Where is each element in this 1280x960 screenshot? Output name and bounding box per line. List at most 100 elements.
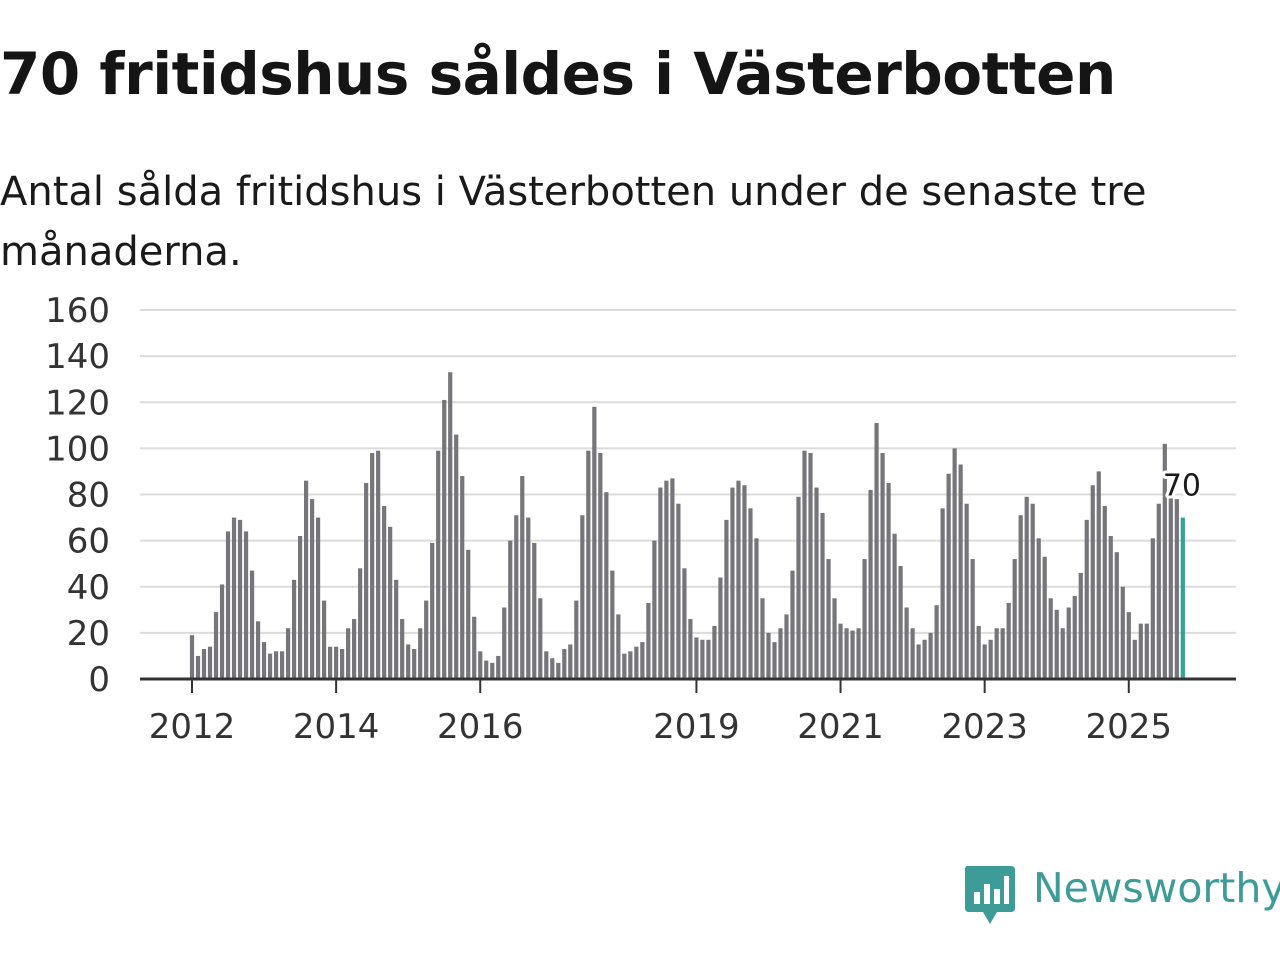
- y-tick-label: 0: [88, 660, 110, 700]
- y-axis-tick-labels: 0 20 40 60 80 100 120 140 160: [45, 291, 110, 700]
- bar: [826, 559, 831, 679]
- y-tick-label: 20: [67, 614, 110, 654]
- bar: [1096, 471, 1101, 679]
- bar: [526, 517, 531, 679]
- bar: [1084, 519, 1089, 679]
- bar: [1030, 503, 1035, 679]
- bar: [442, 399, 447, 679]
- bar: [273, 651, 279, 679]
- bar: [249, 570, 255, 679]
- bar: [646, 602, 651, 679]
- bar: [304, 480, 309, 679]
- bar: [1090, 485, 1095, 679]
- bar: [1174, 499, 1179, 679]
- chart-title: 70 fritidshus såldes i Västerbotten: [0, 40, 1116, 108]
- bar: [604, 492, 609, 679]
- bar: [634, 646, 639, 679]
- bar: [1048, 598, 1053, 679]
- bar: [346, 628, 351, 679]
- bar: [279, 651, 285, 679]
- gridlines: [140, 309, 1236, 634]
- bar: [1132, 639, 1137, 679]
- bar: [562, 649, 567, 679]
- annotations: 70: [1160, 466, 1204, 507]
- bar: [1144, 623, 1149, 679]
- bar: [237, 519, 243, 679]
- bar: [322, 600, 327, 679]
- bar: [1162, 443, 1167, 679]
- bar: [316, 517, 321, 679]
- bar: [838, 623, 843, 679]
- bar: [496, 655, 501, 679]
- bar: [406, 644, 411, 679]
- bar: [1150, 538, 1155, 679]
- bar: [862, 559, 867, 679]
- bar: [334, 646, 339, 679]
- bar: [285, 628, 291, 679]
- newsworthy-logo-icon: [965, 866, 1015, 924]
- bar: [952, 448, 957, 680]
- bar: [814, 487, 819, 679]
- bar: [472, 616, 477, 679]
- bar: [934, 605, 939, 679]
- bar: [291, 579, 297, 679]
- bar: [700, 639, 705, 679]
- y-tick-label: 100: [45, 429, 110, 469]
- bar: [766, 632, 771, 680]
- bar: [574, 600, 579, 679]
- bar-latest: [1180, 517, 1185, 679]
- bar: [748, 508, 753, 679]
- bar: [892, 533, 897, 679]
- bar: [808, 452, 813, 679]
- bar: [189, 635, 195, 679]
- bar: [1024, 496, 1029, 679]
- bar: [652, 540, 657, 680]
- bar: [946, 473, 951, 679]
- bar: [730, 487, 735, 679]
- bar: [580, 515, 585, 679]
- bar: [207, 646, 213, 679]
- bar: [195, 655, 201, 679]
- bar: [928, 632, 933, 680]
- y-tick-label: 40: [67, 568, 110, 608]
- newsworthy-logo[interactable]: Newsworthy: [963, 864, 1280, 928]
- bar: [448, 372, 453, 679]
- bar: [622, 653, 627, 679]
- y-tick-label: 160: [45, 291, 110, 331]
- bar: [898, 565, 903, 679]
- bar: [454, 434, 459, 679]
- bar: [478, 651, 483, 679]
- bar: [328, 646, 333, 679]
- bar: [568, 644, 573, 679]
- bar: [628, 651, 633, 679]
- bar: [922, 639, 927, 679]
- bar: [430, 542, 435, 679]
- bar: [370, 452, 375, 679]
- bar: [1108, 536, 1113, 679]
- bar: [255, 621, 261, 679]
- bar: [490, 662, 495, 679]
- bar: [1036, 538, 1041, 679]
- bar: [790, 570, 795, 679]
- bar: [598, 452, 603, 679]
- x-tick-label: 2023: [941, 707, 1028, 747]
- bar: [352, 619, 357, 679]
- bar: [844, 628, 849, 679]
- bar: [616, 614, 621, 679]
- latest-value-label: 70: [1163, 469, 1201, 504]
- bar: [556, 662, 561, 679]
- bar: [508, 540, 513, 680]
- x-tick-label: 2012: [149, 707, 236, 747]
- bar: [1042, 556, 1047, 679]
- bar: [754, 538, 759, 679]
- bar: [340, 649, 345, 679]
- bar: [376, 450, 381, 679]
- bar: [1060, 628, 1065, 679]
- bar: [910, 628, 915, 679]
- x-tick-label: 2021: [797, 707, 884, 747]
- bar: [1126, 612, 1131, 679]
- bar: [418, 628, 423, 679]
- bar: [400, 619, 405, 679]
- bar: [550, 658, 555, 679]
